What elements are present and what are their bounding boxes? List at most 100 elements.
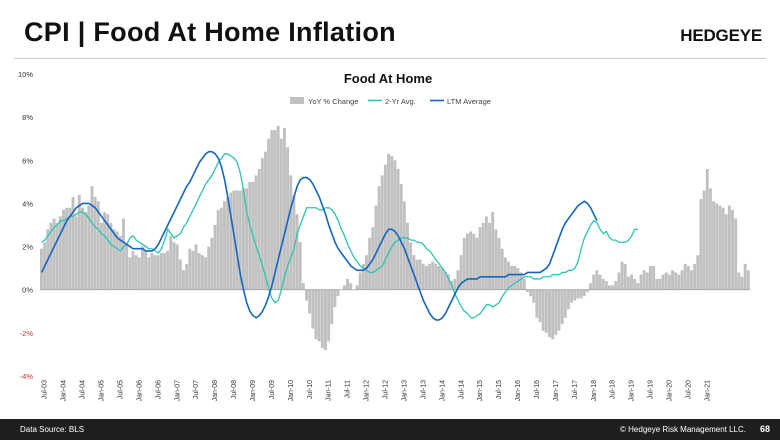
x-tick-label: Jul-14	[458, 380, 465, 399]
yoy-bar	[260, 158, 264, 290]
yoy-bar	[166, 250, 170, 290]
yoy-bar	[118, 235, 122, 290]
yoy-bar	[617, 272, 621, 290]
yoy-bar	[611, 285, 615, 290]
yoy-bar	[576, 289, 580, 299]
yoy-bar	[349, 283, 353, 290]
yoy-bar	[81, 207, 84, 290]
yoy-bar	[595, 270, 599, 290]
x-tick-label: Jul-06	[155, 380, 162, 399]
two-yr-avg-line	[41, 153, 638, 319]
yoy-bar	[636, 283, 640, 290]
yoy-bar	[58, 216, 62, 290]
x-tick-label: Jan-10	[288, 380, 295, 402]
yoy-bar	[699, 199, 703, 290]
x-tick-label: Jul-15	[496, 380, 503, 399]
yoy-bar	[204, 257, 207, 290]
y-tick-label: 8%	[22, 113, 33, 122]
yoy-bar	[573, 289, 577, 301]
yoy-bar	[507, 261, 510, 290]
yoy-bar	[103, 212, 107, 290]
x-tick-label: Jul-16	[534, 380, 541, 399]
yoy-bar	[49, 222, 53, 290]
yoy-bar	[667, 274, 671, 290]
yoy-bar	[232, 190, 236, 290]
x-axis: Jul-03 Jan-04 Jul-04 Jan-05 Jul-05 Jan-06 Jul-…	[42, 380, 712, 402]
yoy-bar	[598, 274, 602, 290]
yoy-bar	[336, 289, 340, 297]
yoy-bar	[156, 255, 160, 290]
yoy-bar	[122, 218, 125, 290]
yoy-bar	[40, 248, 43, 290]
yoy-bar	[500, 248, 504, 290]
x-tick-label: Jul-18	[610, 380, 617, 399]
yoy-bars	[40, 125, 750, 351]
page-title: CPI | Food At Home Inflation	[24, 17, 396, 47]
yoy-bar	[140, 246, 144, 290]
yoy-bar	[327, 289, 331, 342]
yoy-bar	[683, 263, 687, 290]
title-divider	[14, 58, 766, 59]
legend-bar-swatch	[290, 97, 304, 104]
yoy-bar	[661, 274, 665, 290]
yoy-bar	[466, 233, 469, 290]
x-tick-label: Jan-07	[174, 380, 181, 402]
yoy-bar	[320, 289, 324, 348]
yoy-bar	[494, 229, 498, 290]
yoy-bar	[424, 265, 428, 290]
yoy-bar	[671, 270, 675, 290]
yoy-bar	[65, 207, 69, 290]
yoy-bar	[257, 168, 261, 290]
yoy-bar	[649, 265, 652, 290]
yoy-bar	[147, 257, 151, 290]
yoy-bar	[592, 274, 596, 290]
x-tick-label: Jul-11	[345, 380, 352, 399]
yoy-bar	[84, 212, 88, 290]
footer-bar: Data Source: BLS © Hedgeye Risk Manageme…	[0, 419, 780, 440]
yoy-bar	[77, 194, 81, 290]
yoy-bar	[431, 261, 435, 290]
yoy-bar	[497, 237, 501, 290]
yoy-bar	[462, 237, 466, 290]
yoy-bar	[175, 244, 179, 290]
yoy-bar	[270, 130, 274, 290]
yoy-bar	[137, 257, 141, 290]
yoy-bar	[383, 164, 387, 290]
yoy-bar	[614, 281, 618, 290]
yoy-bar	[639, 274, 643, 290]
y-tick-label: -4%	[20, 372, 34, 381]
yoy-bar	[608, 285, 611, 290]
y-tick-label: 10%	[18, 70, 33, 79]
yoy-bar	[264, 151, 267, 290]
yoy-bar	[342, 285, 346, 290]
yoy-bar	[172, 242, 176, 290]
yoy-bar	[570, 289, 574, 303]
yoy-bar	[153, 255, 157, 290]
yoy-bar	[708, 188, 712, 290]
yoy-bar	[715, 203, 719, 290]
yoy-bar	[159, 253, 163, 290]
yoy-bar	[690, 270, 693, 290]
yoy-bar	[642, 270, 646, 290]
yoy-bar	[207, 246, 211, 290]
yoy-bar	[402, 201, 406, 290]
yoy-bar	[484, 216, 488, 290]
yoy-bar	[213, 225, 217, 290]
yoy-bar	[210, 237, 214, 290]
x-tick-label: Jul-08	[231, 380, 238, 399]
yoy-bar	[440, 268, 444, 290]
yoy-bar	[664, 272, 668, 290]
page-number: 68	[759, 424, 770, 434]
yoy-bar	[99, 222, 103, 290]
yoy-bar	[554, 289, 558, 336]
yoy-bar	[301, 283, 305, 290]
yoy-bar	[686, 265, 690, 290]
x-tick-label: Jul-19	[648, 380, 655, 399]
yoy-bar	[314, 289, 318, 340]
yoy-bar	[150, 253, 154, 290]
yoy-bar	[191, 250, 195, 290]
yoy-bar	[393, 160, 397, 290]
yoy-bar	[248, 181, 252, 290]
yoy-bar	[434, 263, 438, 290]
yoy-bar	[96, 201, 100, 290]
